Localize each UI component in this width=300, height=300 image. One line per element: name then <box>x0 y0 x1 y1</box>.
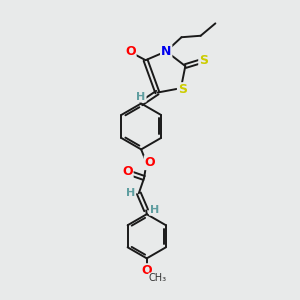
Text: H: H <box>136 92 146 102</box>
Text: O: O <box>141 264 152 277</box>
Text: N: N <box>161 45 171 58</box>
Text: H: H <box>150 205 159 215</box>
Text: CH₃: CH₃ <box>149 273 167 283</box>
Text: S: S <box>178 83 187 96</box>
Text: O: O <box>122 165 133 178</box>
Text: H: H <box>126 188 135 198</box>
Text: O: O <box>145 156 155 169</box>
Text: O: O <box>125 45 136 58</box>
Text: S: S <box>199 54 208 67</box>
